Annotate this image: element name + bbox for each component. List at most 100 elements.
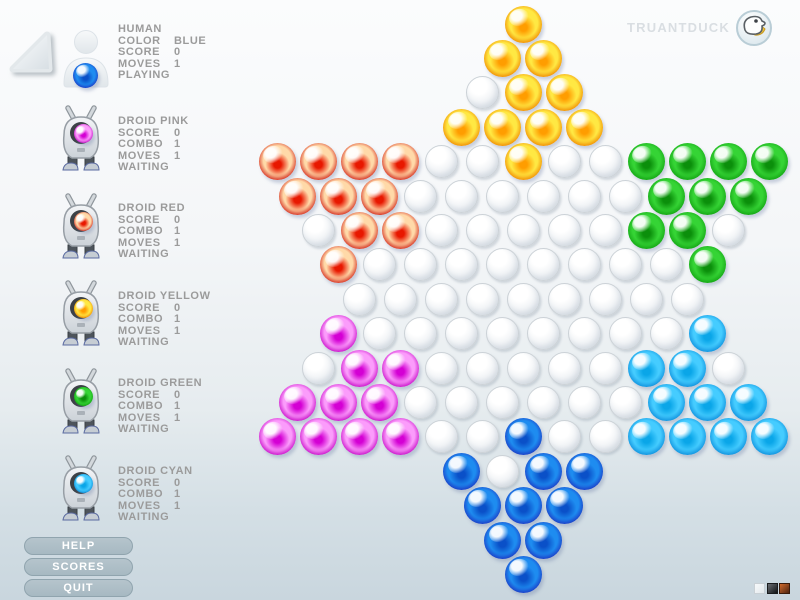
marble-blue-r14-c1[interactable] xyxy=(443,452,480,490)
marble-cyan-r12-c11[interactable] xyxy=(689,383,726,421)
marble-blue-r14-c4[interactable] xyxy=(566,452,603,490)
hole-r11-c8[interactable] xyxy=(588,351,622,385)
marble-cyan-r11-c9[interactable] xyxy=(627,349,665,387)
marble-magenta-r11-c2[interactable] xyxy=(340,349,378,387)
marble-red-r5-c3[interactable] xyxy=(340,143,378,181)
hole-r10-c6[interactable] xyxy=(527,317,560,351)
hole-r7-c1[interactable] xyxy=(301,213,335,247)
hole-r7-c11[interactable] xyxy=(711,213,745,247)
hole-r8-c6[interactable] xyxy=(527,248,560,282)
marble-red-r5-c2[interactable] xyxy=(299,143,337,181)
marble-red-r6-c2[interactable] xyxy=(320,177,357,215)
hole-r10-c3[interactable] xyxy=(404,317,437,351)
marble-magenta-r13-c4[interactable] xyxy=(381,418,419,456)
marble-green-r8-c10[interactable] xyxy=(689,246,726,284)
hole-r5-c5[interactable] xyxy=(424,145,458,179)
marble-red-r6-c3[interactable] xyxy=(361,177,398,215)
marble-blue-r15-c2[interactable] xyxy=(504,487,542,525)
hole-r8-c7[interactable] xyxy=(568,248,601,282)
hole-r10-c2[interactable] xyxy=(363,317,396,351)
marble-green-r5-c11[interactable] xyxy=(668,143,706,181)
marble-red-r6-c1[interactable] xyxy=(279,177,316,215)
hole-r12-c6[interactable] xyxy=(486,385,519,419)
marble-blue-r15-c1[interactable] xyxy=(463,487,501,525)
help-button[interactable]: HELP xyxy=(24,537,133,555)
hole-r8-c4[interactable] xyxy=(445,248,478,282)
hole-r10-c7[interactable] xyxy=(568,317,601,351)
marble-cyan-r13-c10[interactable] xyxy=(627,418,665,456)
marble-cyan-r13-c13[interactable] xyxy=(750,418,788,456)
hole-r6-c6[interactable] xyxy=(486,179,519,213)
marble-yellow-r4-c3[interactable] xyxy=(525,108,562,146)
marble-green-r7-c9[interactable] xyxy=(627,211,665,249)
hole-r9-c6[interactable] xyxy=(547,282,581,316)
hole-r9-c5[interactable] xyxy=(506,282,540,316)
marble-green-r5-c13[interactable] xyxy=(750,143,788,181)
marble-yellow-r4-c2[interactable] xyxy=(484,108,521,146)
marble-yellow-r4-c4[interactable] xyxy=(566,108,603,146)
marble-red-r7-c3[interactable] xyxy=(381,211,419,249)
marble-yellow-r3-c3[interactable] xyxy=(545,74,583,112)
hole-r9-c2[interactable] xyxy=(383,282,417,316)
marble-magenta-r12-c2[interactable] xyxy=(320,383,357,421)
hole-r10-c4[interactable] xyxy=(445,317,478,351)
marble-yellow-r5-c7[interactable] xyxy=(504,143,542,181)
hole-r5-c6[interactable] xyxy=(465,145,499,179)
hole-r11-c6[interactable] xyxy=(506,351,540,385)
quit-button[interactable]: QUIT xyxy=(24,579,133,597)
marble-yellow-r4-c1[interactable] xyxy=(443,108,480,146)
hole-r6-c5[interactable] xyxy=(445,179,478,213)
marble-red-r7-c2[interactable] xyxy=(340,211,378,249)
marble-cyan-r11-c10[interactable] xyxy=(668,349,706,387)
hole-r8-c2[interactable] xyxy=(363,248,396,282)
hole-r10-c9[interactable] xyxy=(650,317,683,351)
hole-r6-c9[interactable] xyxy=(609,179,642,213)
hole-r6-c8[interactable] xyxy=(568,179,601,213)
marble-green-r6-c10[interactable] xyxy=(648,177,685,215)
marble-cyan-r13-c12[interactable] xyxy=(709,418,747,456)
marble-green-r6-c12[interactable] xyxy=(730,177,767,215)
marble-red-r5-c1[interactable] xyxy=(258,143,296,181)
hole-r11-c5[interactable] xyxy=(465,351,499,385)
hole-r8-c5[interactable] xyxy=(486,248,519,282)
hole-r11-c7[interactable] xyxy=(547,351,581,385)
hole-r9-c7[interactable] xyxy=(588,282,622,316)
marble-green-r6-c11[interactable] xyxy=(689,177,726,215)
black-swatch[interactable] xyxy=(766,583,778,594)
marble-green-r5-c12[interactable] xyxy=(709,143,747,181)
hole-r5-c9[interactable] xyxy=(588,145,622,179)
marble-cyan-r13-c11[interactable] xyxy=(668,418,706,456)
hole-r7-c7[interactable] xyxy=(547,213,581,247)
marble-cyan-r10-c10[interactable] xyxy=(689,315,726,353)
marble-blue-r16-c1[interactable] xyxy=(484,521,521,559)
marble-blue-r16-c2[interactable] xyxy=(525,521,562,559)
hole-r12-c5[interactable] xyxy=(445,385,478,419)
marble-magenta-r10-c1[interactable] xyxy=(320,315,357,353)
hole-r13-c9[interactable] xyxy=(588,420,622,454)
hole-r12-c4[interactable] xyxy=(404,385,437,419)
marble-red-r5-c4[interactable] xyxy=(381,143,419,181)
marble-magenta-r12-c1[interactable] xyxy=(279,383,316,421)
hole-r8-c9[interactable] xyxy=(650,248,683,282)
triangle-indicator-icon[interactable] xyxy=(3,25,57,75)
hole-r6-c4[interactable] xyxy=(404,179,437,213)
marble-blue-r15-c3[interactable] xyxy=(545,487,583,525)
marble-yellow-r1-c1[interactable] xyxy=(504,5,542,43)
hole-r8-c3[interactable] xyxy=(404,248,437,282)
hole-r13-c5[interactable] xyxy=(424,420,458,454)
hole-r5-c8[interactable] xyxy=(547,145,581,179)
marble-yellow-r2-c1[interactable] xyxy=(484,39,521,77)
hole-r8-c8[interactable] xyxy=(609,248,642,282)
marble-magenta-r13-c2[interactable] xyxy=(299,418,337,456)
marble-yellow-r2-c2[interactable] xyxy=(525,39,562,77)
hole-r9-c4[interactable] xyxy=(465,282,499,316)
marble-magenta-r11-c3[interactable] xyxy=(381,349,419,387)
hole-r9-c9[interactable] xyxy=(670,282,704,316)
hole-r11-c1[interactable] xyxy=(301,351,335,385)
hole-r12-c7[interactable] xyxy=(527,385,560,419)
hole-r6-c7[interactable] xyxy=(527,179,560,213)
marble-cyan-r12-c10[interactable] xyxy=(648,383,685,421)
marble-yellow-r3-c2[interactable] xyxy=(504,74,542,112)
marble-blue-r14-c3[interactable] xyxy=(525,452,562,490)
hole-r7-c4[interactable] xyxy=(424,213,458,247)
